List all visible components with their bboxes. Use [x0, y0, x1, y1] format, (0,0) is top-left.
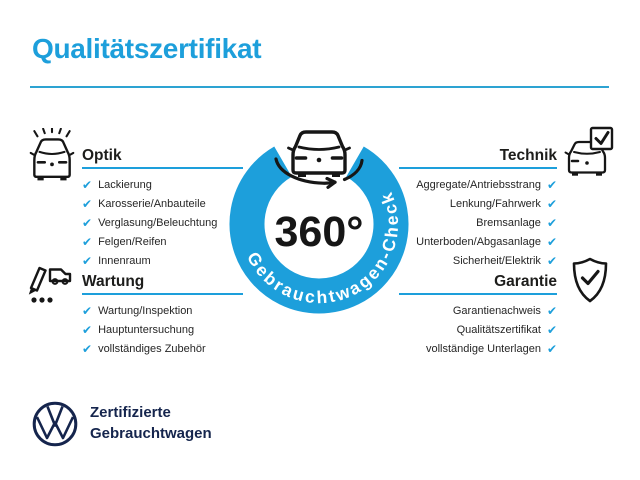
section-underline	[82, 293, 243, 295]
check-icon: ✔	[82, 177, 93, 192]
checklist-item: Sicherheit/Elektrik ✔	[453, 251, 557, 270]
check-icon: ✔	[546, 341, 557, 356]
checklist-item-label: Aggregate/Antriebsstrang	[416, 178, 541, 191]
checklist-item-label: Lackierung	[98, 178, 152, 191]
section-title-optik: Optik	[82, 147, 122, 164]
checklist-item-label: Verglasung/Beleuchtung	[98, 216, 218, 229]
degrees-label: 360°	[275, 208, 364, 256]
checklist-item-label: Innenraum	[98, 254, 151, 267]
optik-checklist: ✔ Lackierung ✔ Karosserie/Anbauteile ✔ Verg…	[82, 175, 217, 270]
wartung-checklist: ✔ Wartung/Inspektion ✔ Hauptuntersuchung ✔…	[82, 301, 206, 358]
checklist-item-label: Lenkung/Fahrwerk	[449, 197, 541, 210]
checklist-item-label: Garantienachweis	[452, 304, 541, 317]
footer-line2: Gebrauchtwagen	[90, 425, 212, 442]
check-icon: ✔	[82, 253, 93, 268]
checklist-item: ✔ Hauptuntersuchung	[82, 320, 206, 339]
section-underline	[82, 167, 243, 169]
checklist-item: Qualitätszertifikat ✔	[457, 320, 557, 339]
checklist-item: ✔ Verglasung/Beleuchtung	[82, 213, 217, 232]
checklist-item: Garantienachweis ✔	[453, 301, 557, 320]
section-title-technik: Technik	[499, 147, 557, 164]
shield-check-icon	[572, 257, 608, 303]
check-icon: ✔	[546, 303, 557, 318]
checklist-item-label: Karosserie/Anbauteile	[98, 197, 206, 210]
360-check-badge: Gebrauchtwagen-Check 360°	[229, 130, 409, 314]
checklist-item: Lenkung/Fahrwerk ✔	[450, 194, 557, 213]
header-divider	[30, 86, 609, 88]
checklist-item: ✔ Felgen/Reifen	[82, 232, 217, 251]
check-icon: ✔	[546, 196, 557, 211]
section-underline	[399, 293, 557, 295]
check-icon: ✔	[546, 234, 557, 249]
checklist-item: Unterboden/Abgasanlage ✔	[416, 232, 557, 251]
car-checkbox-icon	[564, 126, 614, 176]
check-icon: ✔	[82, 234, 93, 249]
checklist-item-label: Hauptuntersuchung	[98, 323, 195, 336]
checklist-item: ✔ Innenraum	[82, 251, 217, 270]
technik-checklist: Aggregate/Antriebsstrang ✔ Lenkung/Fahrwe…	[340, 175, 557, 270]
checklist-item-label: Felgen/Reifen	[98, 235, 167, 248]
checklist-item-label: vollständige Unterlagen	[425, 342, 541, 355]
check-icon: ✔	[546, 177, 557, 192]
footer-line1: Zertifizierte	[90, 404, 171, 421]
checklist-item: Bremsanlage ✔	[476, 213, 557, 232]
section-title-wartung: Wartung	[82, 273, 145, 290]
checklist-item-label: Unterboden/Abgasanlage	[416, 235, 541, 248]
check-icon: ✔	[546, 215, 557, 230]
checklist-item-label: Bremsanlage	[476, 216, 541, 229]
checklist-item-label: Wartung/Inspektion	[98, 304, 193, 317]
ring-arc	[229, 146, 409, 314]
checklist-item: ✔ vollständiges Zubehör	[82, 339, 206, 358]
checklist-item-label: Sicherheit/Elektrik	[452, 254, 541, 267]
check-icon: ✔	[546, 322, 557, 337]
check-icon: ✔	[82, 303, 93, 318]
page-title: Qualitätszertifikat	[32, 33, 262, 64]
checklist-item: ✔ Lackierung	[82, 175, 217, 194]
service-checklist-icon	[28, 266, 72, 303]
check-icon: ✔	[82, 322, 93, 337]
garantie-checklist: Garantienachweis ✔ Qualitätszertifikat ✔ v…	[340, 301, 557, 358]
checklist-item: Aggregate/Antriebsstrang ✔	[416, 175, 557, 194]
check-icon: ✔	[82, 341, 93, 356]
section-title-garantie: Garantie	[494, 273, 557, 290]
footer-brand-text: Zertifizierte Gebrauchtwagen	[90, 402, 212, 444]
car-rotation-icon	[274, 130, 364, 189]
check-icon: ✔	[82, 196, 93, 211]
checklist-item-label: Qualitätszertifikat	[456, 323, 541, 336]
check-icon: ✔	[546, 253, 557, 268]
check-icon: ✔	[82, 215, 93, 230]
shiny-car-icon	[29, 128, 75, 181]
checklist-item-label: vollständiges Zubehör	[98, 342, 206, 355]
section-underline	[399, 167, 557, 169]
vw-logo	[32, 401, 78, 447]
checklist-item: ✔ Karosserie/Anbauteile	[82, 194, 217, 213]
checklist-item: ✔ Wartung/Inspektion	[82, 301, 206, 320]
checklist-item: vollständige Unterlagen ✔	[426, 339, 557, 358]
